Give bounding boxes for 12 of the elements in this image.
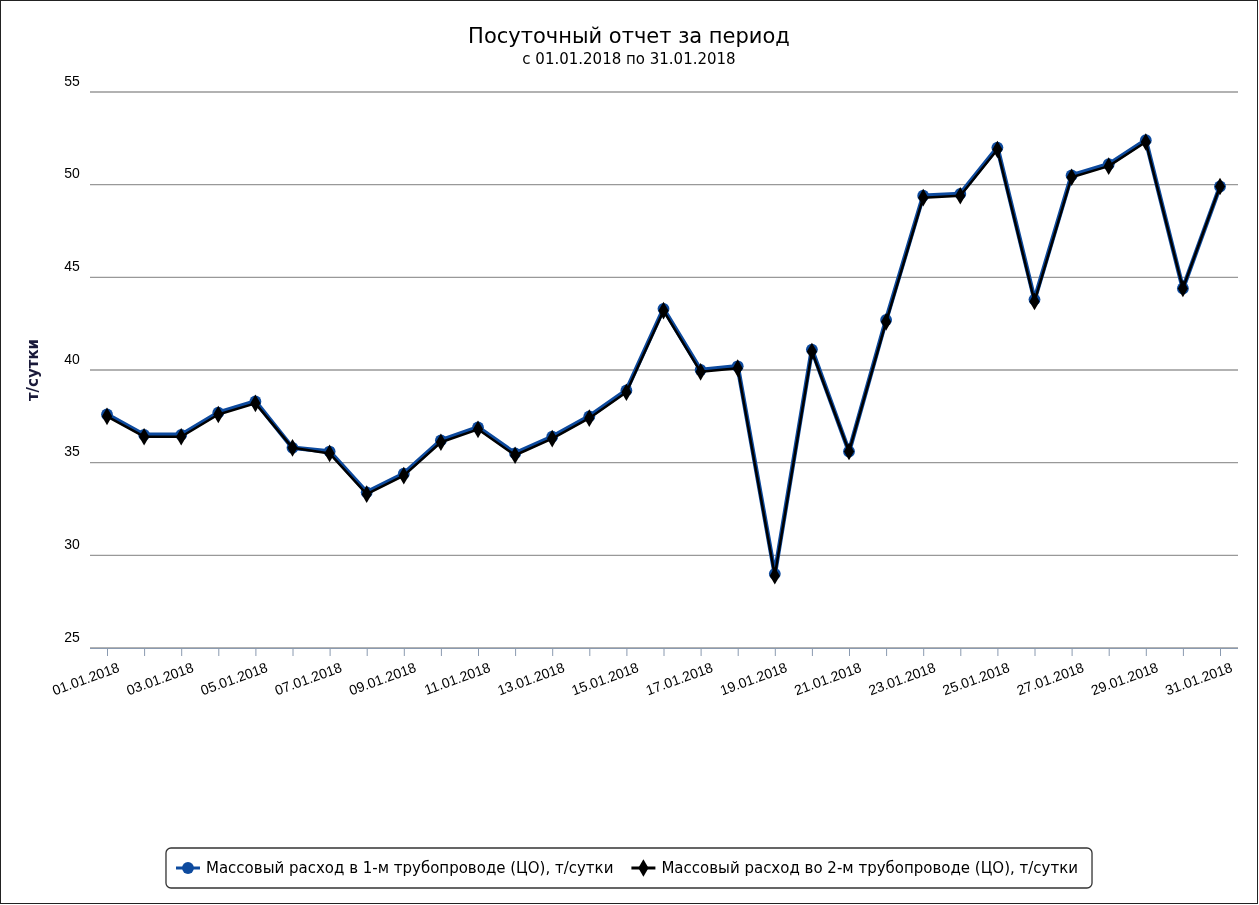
y-tick-label: 50 [64, 165, 80, 182]
y-tick-label: 45 [64, 257, 80, 274]
y-tick-label: 35 [64, 443, 80, 460]
y-tick-label: 30 [64, 535, 80, 552]
y-tick-label: 55 [64, 72, 80, 89]
y-tick-label: 40 [64, 350, 80, 367]
legend-label: Массовый расход в 1-м трубопроводе (ЦО), т/сутки [205, 859, 614, 877]
legend-label: Массовый расход во 2-м трубопроводе (ЦО), т/сутки [661, 859, 1079, 877]
y-tick-label: 25 [64, 628, 80, 645]
chart-title: Посуточный отчет за период [468, 24, 790, 48]
y-axis-title: т/сутки [24, 338, 42, 402]
chart-subtitle: с 01.01.2018 по 31.01.2018 [522, 50, 736, 68]
